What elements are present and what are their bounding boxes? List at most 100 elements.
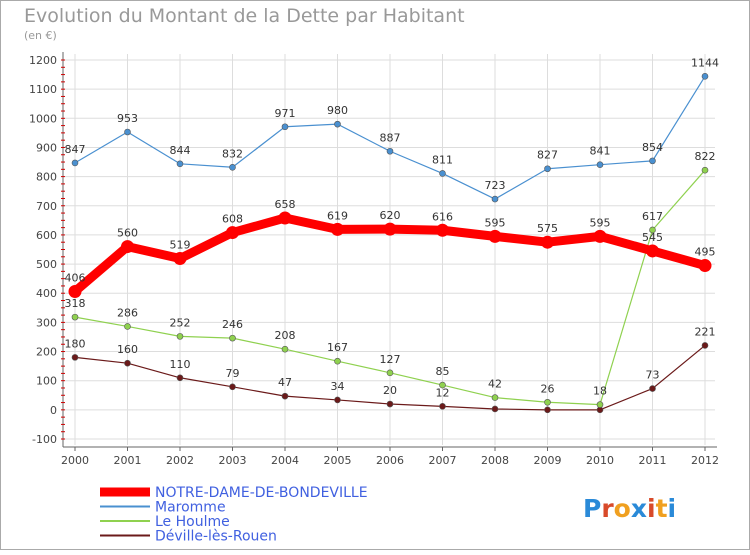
data-label: 560 [117,227,138,240]
series-point-1 [176,160,184,168]
series-point-3 [71,354,79,361]
series-point-0 [226,226,239,240]
series-point-2 [281,345,289,353]
data-label: 160 [117,343,138,356]
data-label: 318 [65,297,86,310]
y-tick-label: 1000 [29,112,57,125]
data-label: 953 [117,112,138,125]
series-point-3 [544,406,551,414]
legend-label-1: Maromme [155,500,226,516]
y-tick-label: 200 [36,346,57,359]
y-tick-label: 400 [36,287,57,300]
data-label: 847 [65,143,86,156]
series-point-2 [334,357,341,365]
axis-layer: -100 0 100 200 300 400 500 600 700 800 900 1000 1100… [29,52,719,467]
x-tick-label: 2003 [219,454,247,467]
y-tick-label: 600 [36,229,57,242]
legend-label-2: Le Houlme [155,514,230,530]
data-label: 887 [380,131,401,144]
series-point-0 [698,259,712,273]
data-label: 658 [275,198,296,211]
data-label: 20 [383,384,397,397]
series-point-0 [646,244,659,258]
x-tick-label: 2010 [586,454,614,467]
series-point-0 [68,284,82,298]
series-point-2 [176,333,184,340]
data-label: 85 [436,365,450,378]
data-label: 47 [278,376,292,389]
y-tick-label: 1100 [29,83,57,96]
data-label: 180 [65,337,86,350]
y-tick-label: 800 [36,171,57,184]
proxiti-logo: Proxiti [583,494,676,523]
series-point-1 [544,165,551,173]
data-label: 406 [65,271,86,284]
data-label: 1144 [691,56,719,69]
x-tick-label: 2009 [534,454,562,467]
x-tick-label: 2008 [481,454,509,467]
label-layer: 406 560 519 608 658 619 620 616 595 575 595 545 495 8… [65,56,720,399]
series-point-2 [124,323,131,330]
series-point-2 [71,313,79,321]
data-label: 221 [695,325,716,338]
data-label: 841 [590,145,611,158]
data-label: 595 [485,216,506,229]
series-point-0 [488,229,502,243]
data-label: 980 [327,104,348,117]
data-label: 545 [642,231,663,244]
y-tick-label: -100 [32,433,57,446]
data-label: 827 [537,149,558,162]
x-tick-label: 2007 [429,454,457,467]
logo-letter: i [668,494,677,523]
logo-letter: i [647,494,656,523]
series-point-1 [649,157,656,165]
data-label: 595 [590,216,611,229]
series-point-0 [121,240,134,254]
data-label: 208 [275,329,296,342]
data-label: 252 [170,316,191,329]
logo-letter: P [583,494,601,523]
series-point-0 [541,235,554,249]
data-label: 127 [380,353,401,366]
logo-letter: o [614,494,631,523]
series-point-3 [701,342,709,349]
data-label: 844 [170,144,191,157]
data-label: 608 [222,213,243,226]
x-tick-label: 2001 [114,454,142,467]
data-label: 832 [222,147,243,160]
data-label: 73 [646,369,660,382]
data-label: 723 [485,179,506,192]
logo-letter: r [601,494,614,523]
series-point-1 [701,73,709,80]
series-point-3 [386,400,394,408]
y-tick-label: 0 [50,404,57,417]
series-point-3 [229,383,236,391]
data-label: 26 [541,382,555,395]
series-point-2 [386,369,394,377]
series-point-0 [278,211,292,225]
x-tick-label: 2005 [324,454,352,467]
data-label: 575 [537,222,558,235]
series-point-0 [331,222,344,236]
data-label: 854 [642,141,663,154]
series-point-3 [439,403,446,410]
legend-label-3: Déville-lès-Rouen [155,529,277,545]
data-label: 519 [170,239,191,252]
series-point-1 [71,159,79,167]
series-point-1 [439,170,446,177]
x-tick-label: 2012 [691,454,719,467]
series-point-3 [124,359,131,367]
x-tick-label: 2006 [376,454,404,467]
series-point-0 [383,222,397,236]
proxiti-logo-text: Proxiti [583,494,676,523]
data-label: 12 [436,386,450,399]
series-point-3 [491,405,499,413]
series-point-3 [649,385,656,392]
x-tick-label: 2011 [639,454,667,467]
series-point-1 [386,147,394,155]
data-label: 79 [226,367,240,380]
data-label: 18 [593,385,607,398]
series-point-2 [596,401,604,408]
